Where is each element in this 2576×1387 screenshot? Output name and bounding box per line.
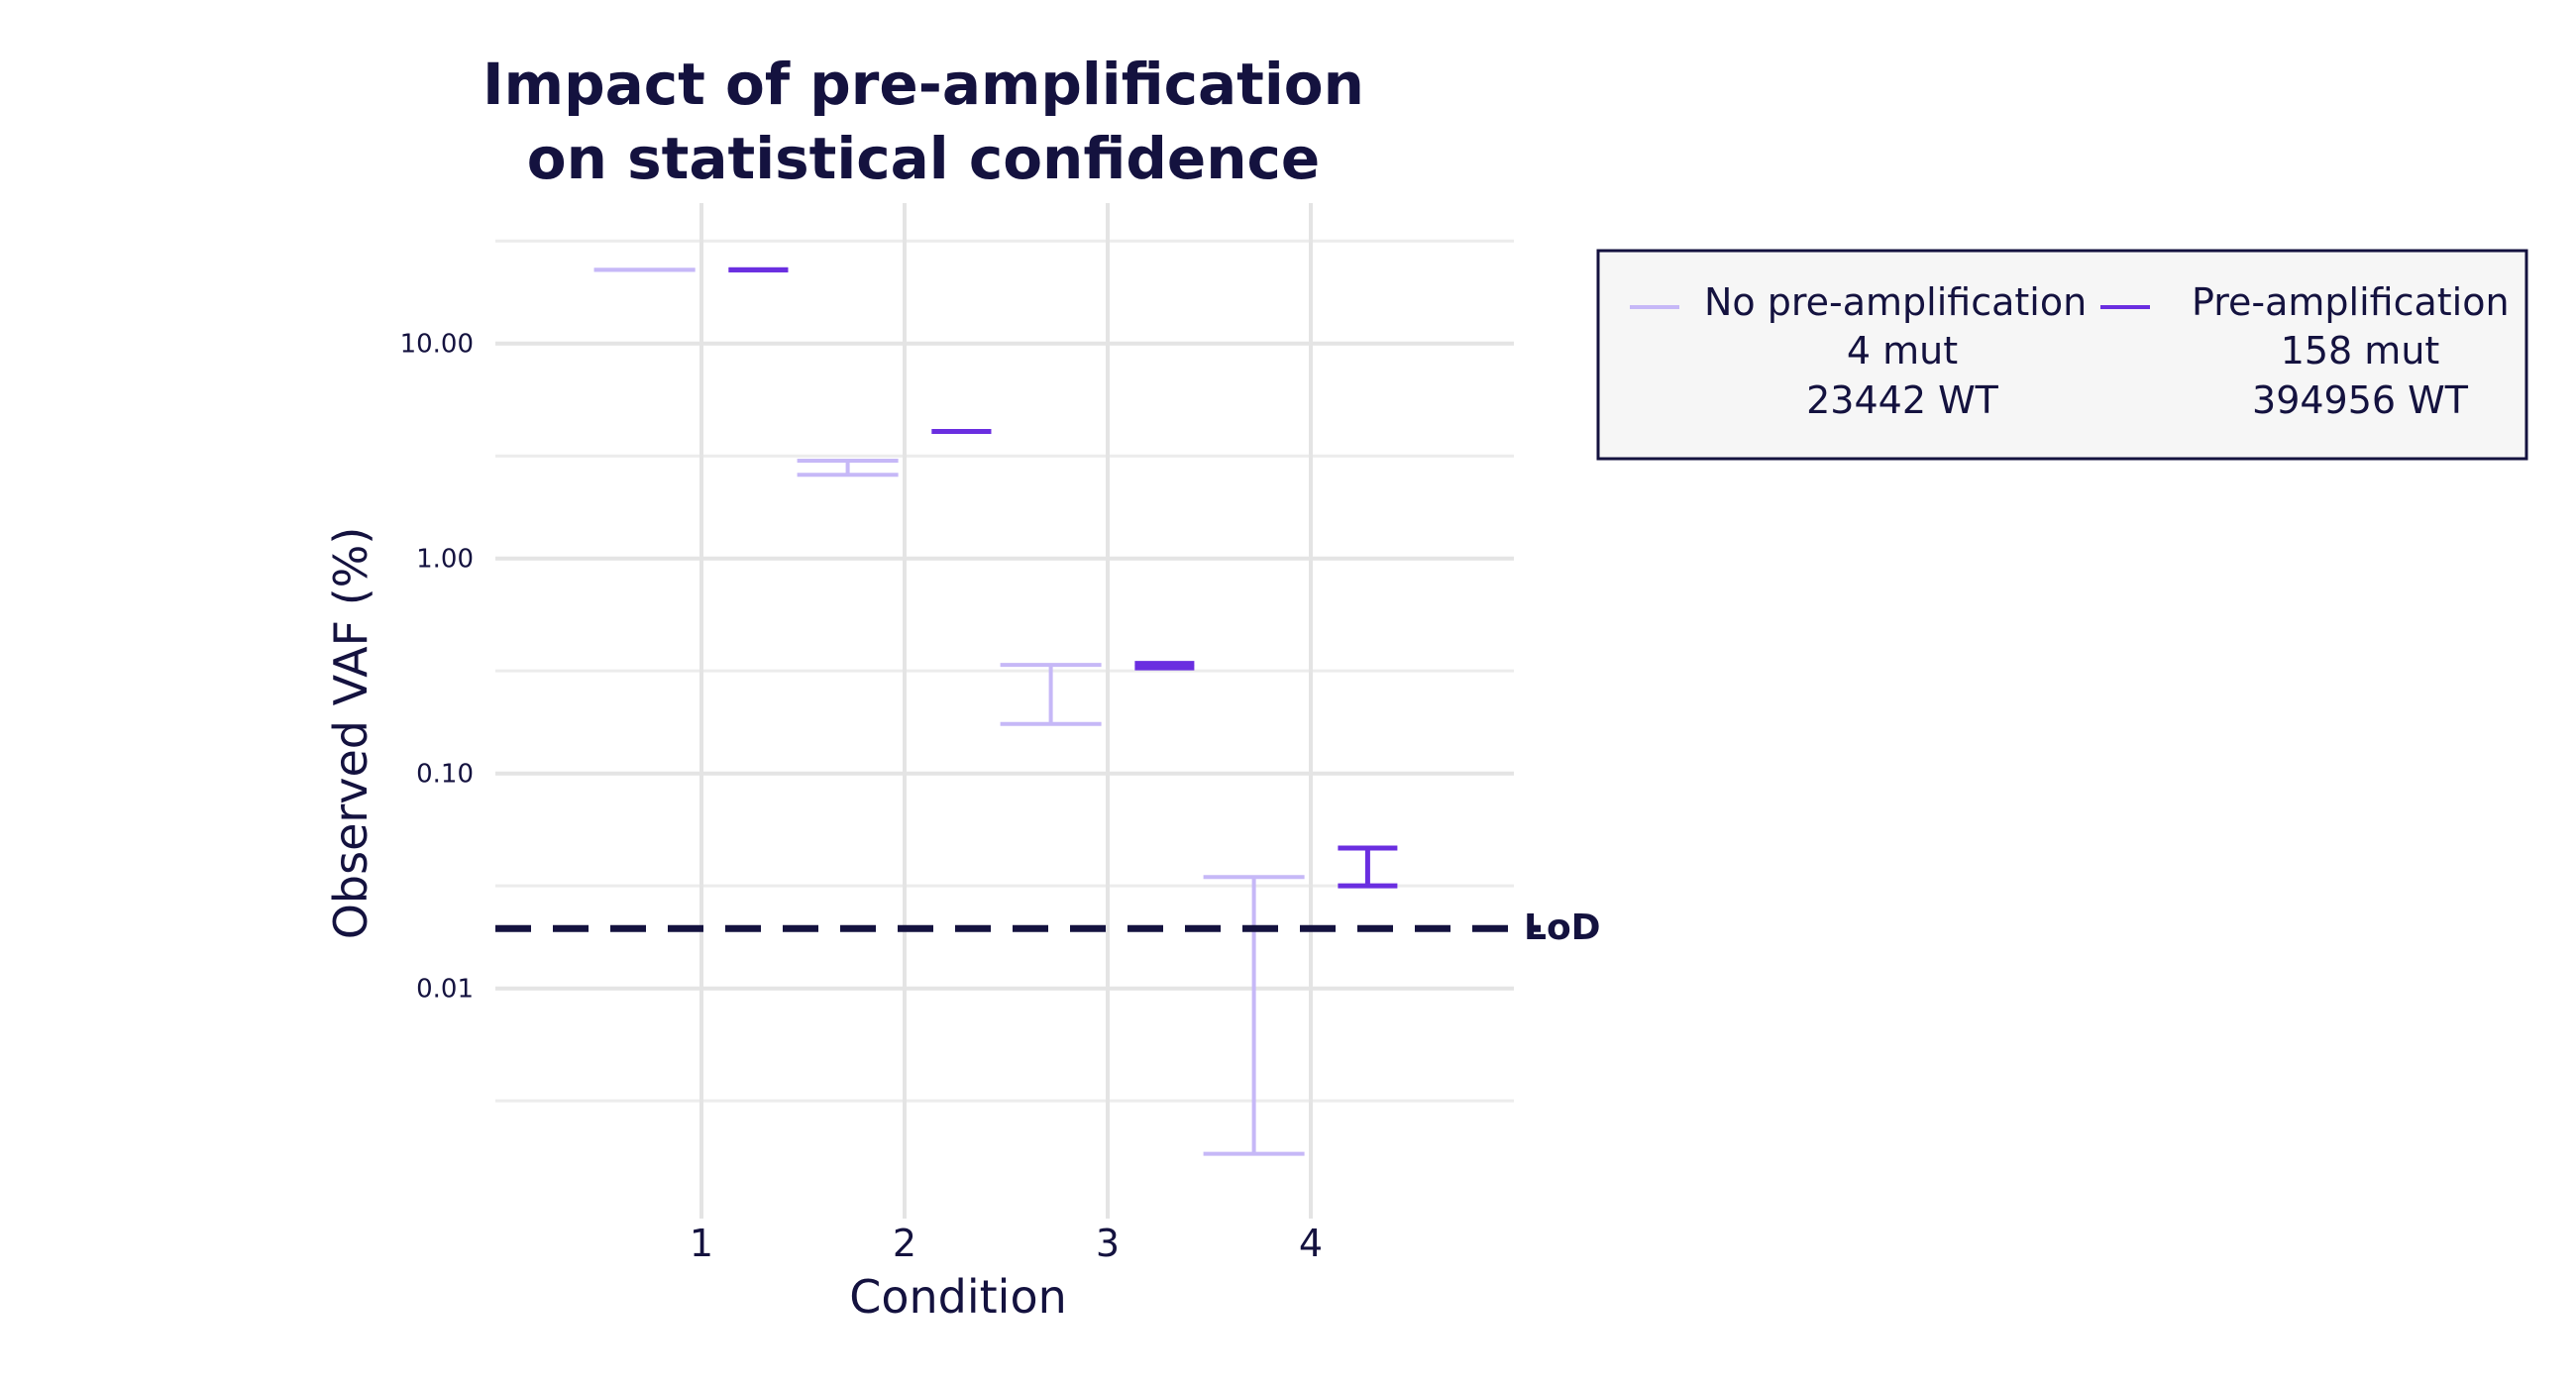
chart-title: Impact of pre-amplification on statistica…: [483, 51, 1364, 192]
legend-entry: No pre-amplification 4 mut 23442 WT: [1630, 280, 2087, 422]
x-tick-label: 4: [1299, 1222, 1323, 1265]
y-tick-labels: 10.00 1.00 0.10 0.01: [400, 330, 474, 1005]
error-bar: [797, 459, 899, 478]
legend-entry: Pre-amplification 158 mut 394956 WT: [2100, 280, 2510, 422]
error-bar: [1134, 661, 1195, 671]
x-tick-label: 1: [690, 1222, 713, 1265]
x-tick-labels: 1 2 3 4: [690, 1222, 1323, 1265]
lod-label: LoD: [1524, 907, 1601, 948]
error-bar: [1203, 875, 1305, 1156]
x-axis-label: Condition: [849, 1270, 1067, 1324]
legend: No pre-amplification 4 mut 23442 WT Pre-amp…: [1596, 249, 2528, 461]
y-tick-label: 10.00: [400, 330, 474, 360]
legend-entry-detail: 23442 WT: [1806, 378, 1999, 422]
y-tick-label: 0.10: [416, 760, 474, 790]
x-tick-label: 2: [893, 1222, 916, 1265]
x-tick-label: 3: [1096, 1222, 1120, 1265]
y-tick-label: 0.01: [416, 975, 474, 1005]
y-axis-label: Observed VAF (%): [324, 527, 377, 940]
error-bar: [1338, 845, 1398, 889]
series-no-pre-amplification: [593, 267, 1305, 1156]
legend-box: [1596, 249, 2528, 461]
grid: [495, 203, 1514, 1219]
chart-title-line: Impact of pre-amplification: [483, 51, 1364, 118]
chart-title-line: on statistical confidence: [527, 125, 1320, 192]
legend-entry-detail: 4 mut: [1847, 329, 1958, 373]
legend-entry-name: No pre-amplification: [1704, 280, 2087, 324]
series-pre-amplification: [728, 267, 1398, 889]
series: [593, 267, 1398, 1156]
legend-entry-detail: 394956 WT: [2252, 378, 2469, 422]
legend-entry-detail: 158 mut: [2281, 329, 2440, 373]
legend-entry-name: Pre-amplification: [2192, 280, 2510, 324]
lod-line: LoD: [495, 907, 1601, 948]
error-bar: [1000, 663, 1102, 726]
y-tick-label: 1.00: [416, 545, 474, 575]
